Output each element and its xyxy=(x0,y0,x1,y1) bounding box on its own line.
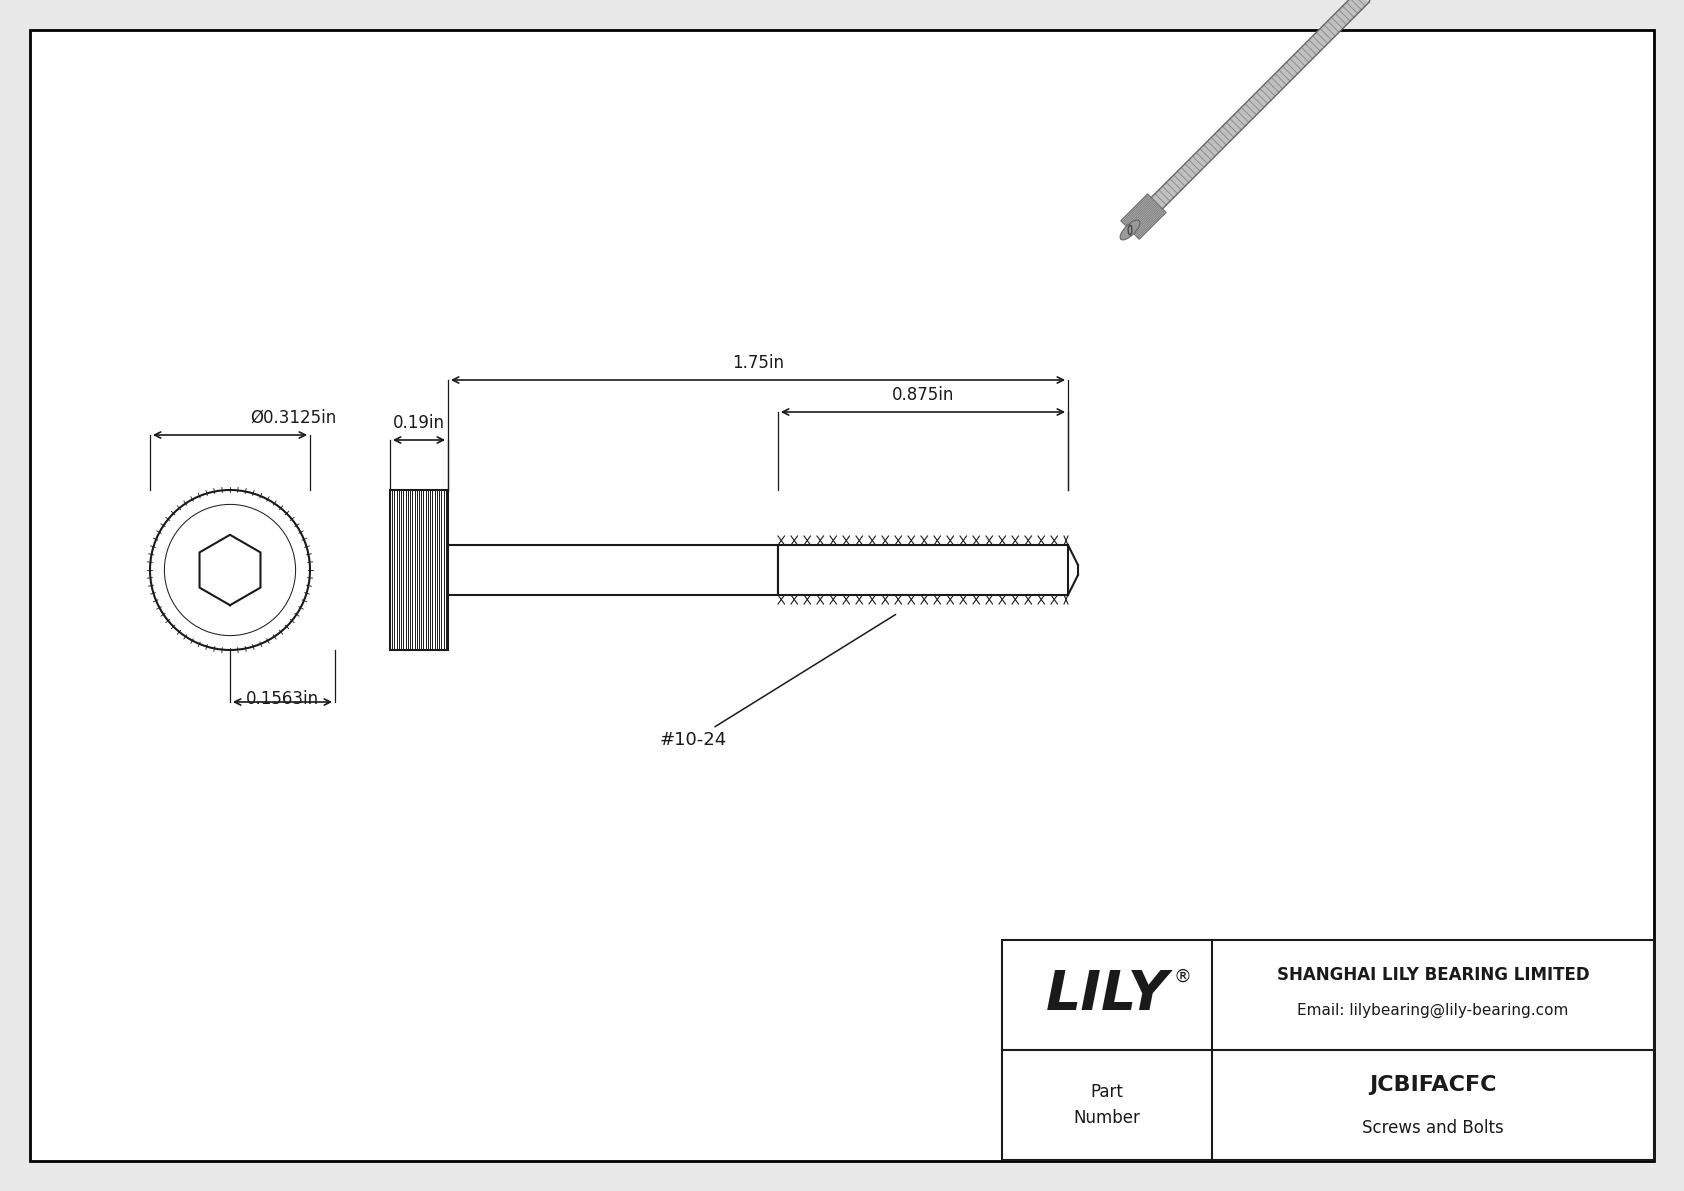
Text: LILY: LILY xyxy=(1046,968,1169,1022)
Text: JCBIFACFC: JCBIFACFC xyxy=(1369,1075,1497,1095)
Text: Email: lilybearing@lily-bearing.com: Email: lilybearing@lily-bearing.com xyxy=(1297,1003,1569,1017)
Bar xyxy=(778,545,1068,596)
Circle shape xyxy=(150,490,310,650)
Polygon shape xyxy=(1122,194,1165,239)
Text: Part
Number: Part Number xyxy=(1074,1083,1140,1127)
Bar xyxy=(391,490,448,650)
Ellipse shape xyxy=(1120,220,1140,239)
Text: Screws and Bolts: Screws and Bolts xyxy=(1362,1120,1504,1137)
Text: 0.875in: 0.875in xyxy=(893,386,955,404)
Polygon shape xyxy=(1152,0,1369,208)
Text: SHANGHAI LILY BEARING LIMITED: SHANGHAI LILY BEARING LIMITED xyxy=(1276,966,1590,984)
Text: 0.1563in: 0.1563in xyxy=(246,690,318,707)
Circle shape xyxy=(165,505,296,636)
Bar xyxy=(1002,940,1654,1160)
Text: 1.75in: 1.75in xyxy=(733,354,785,372)
Text: #10-24: #10-24 xyxy=(660,615,896,749)
Text: 0.19in: 0.19in xyxy=(392,414,445,432)
Bar xyxy=(448,545,778,596)
Text: Ø0.3125in: Ø0.3125in xyxy=(249,409,337,428)
Text: ®: ® xyxy=(1174,968,1191,986)
